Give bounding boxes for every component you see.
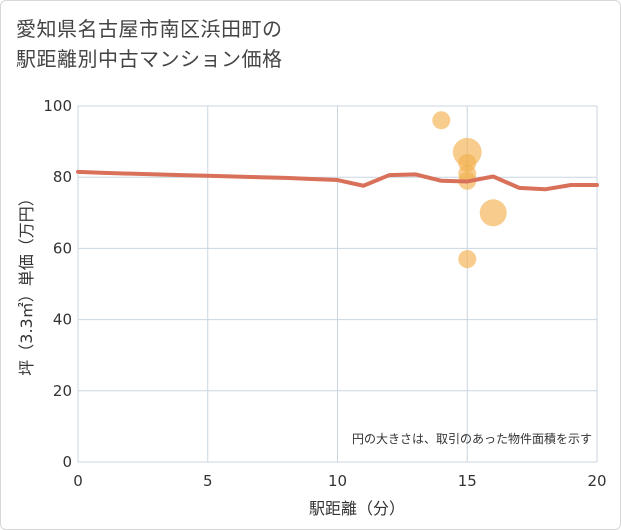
average-price-line xyxy=(76,169,599,192)
x-tick-label: 10 xyxy=(328,472,347,490)
y-tick-label: 80 xyxy=(53,168,72,186)
size-note: 円の大きさは、取引のあった物件面積を示す xyxy=(352,431,592,446)
plot-area xyxy=(77,105,598,463)
chart-title-line-2: 駅距離別中古マンション価格 xyxy=(16,47,283,71)
grid xyxy=(77,105,598,463)
chart-title: 愛知県名古屋市南区浜田町の 駅距離別中古マンション価格 xyxy=(16,14,283,74)
chart-title-line-1: 愛知県名古屋市南区浜田町の xyxy=(16,17,283,41)
data-bubble xyxy=(458,250,477,269)
y-tick-label: 100 xyxy=(43,97,72,115)
x-tick-label: 5 xyxy=(203,472,213,490)
y-tick-label: 40 xyxy=(53,311,72,329)
data-bubble xyxy=(479,199,507,227)
x-tick-labels: 0 5 10 15 20 xyxy=(73,472,606,490)
average-line xyxy=(76,169,599,192)
x-axis-title: 駅距離（分） xyxy=(309,499,405,518)
y-axis-title: 坪（3.3㎡）単価（万円） xyxy=(17,190,36,375)
y-tick-label: 20 xyxy=(53,382,72,400)
data-bubble xyxy=(432,111,451,130)
bubbles xyxy=(432,111,507,269)
x-tick-label: 15 xyxy=(458,472,477,490)
y-tick-label: 0 xyxy=(62,453,72,471)
x-tick-label: 0 xyxy=(73,472,83,490)
x-tick-label: 20 xyxy=(587,472,606,490)
y-tick-labels: 0 20 40 60 80 100 xyxy=(43,97,72,471)
y-tick-label: 60 xyxy=(53,239,72,257)
